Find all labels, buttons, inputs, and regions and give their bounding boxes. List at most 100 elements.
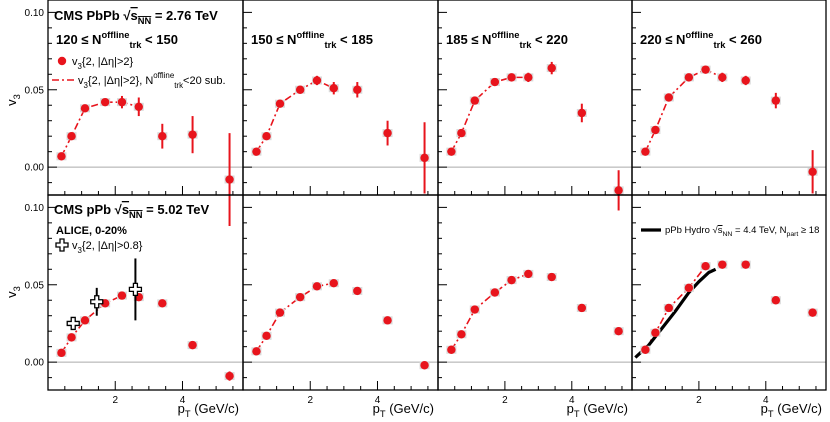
data-point bbox=[446, 345, 457, 354]
marker bbox=[547, 272, 556, 282]
marker bbox=[117, 97, 127, 107]
data-point bbox=[352, 82, 363, 98]
x-axis-title-1: pT (GeV/c) bbox=[178, 401, 239, 419]
data-point bbox=[311, 75, 322, 86]
fit-line bbox=[255, 79, 335, 153]
marker bbox=[457, 330, 466, 339]
data-point bbox=[382, 316, 393, 325]
y-tick-label: 0.05 bbox=[25, 280, 45, 291]
marker bbox=[383, 316, 392, 325]
legend-marker bbox=[57, 56, 67, 66]
y-tick-label: 0.05 bbox=[25, 85, 45, 96]
data-point bbox=[807, 308, 818, 317]
data-point bbox=[770, 296, 781, 305]
panel-bottom-1: 0.00 0.05 0.10 2 4 bbox=[25, 194, 244, 406]
data-point bbox=[295, 85, 306, 94]
data-point bbox=[576, 303, 587, 313]
marker bbox=[262, 131, 271, 141]
data-point bbox=[419, 361, 430, 370]
marker bbox=[57, 348, 66, 358]
data-point bbox=[650, 328, 661, 337]
range-label-top-4: 220 ≤ Nofflinetrk < 260 bbox=[640, 30, 762, 50]
data-point bbox=[224, 371, 235, 381]
marker bbox=[295, 85, 305, 94]
data-point bbox=[489, 77, 500, 87]
marker bbox=[664, 303, 673, 313]
marker bbox=[329, 279, 338, 288]
y-axis-title-top: v3 bbox=[4, 94, 22, 106]
marker bbox=[524, 269, 533, 279]
fit-line bbox=[450, 76, 529, 153]
alice-marker bbox=[128, 282, 143, 297]
panel-frame bbox=[437, 0, 633, 196]
marker bbox=[664, 93, 673, 102]
marker bbox=[80, 104, 90, 113]
data-point bbox=[328, 279, 339, 288]
data-point bbox=[251, 347, 262, 356]
x-axis-title-4: pT (GeV/c) bbox=[761, 401, 822, 419]
marker bbox=[808, 308, 817, 317]
panel-top-3 bbox=[437, 0, 633, 211]
marker bbox=[252, 347, 261, 356]
data-point bbox=[640, 147, 651, 156]
data-point bbox=[261, 331, 272, 341]
data-point bbox=[66, 333, 77, 342]
data-point bbox=[740, 75, 751, 86]
marker bbox=[188, 340, 197, 350]
marker bbox=[701, 65, 710, 74]
data-point bbox=[79, 104, 90, 113]
x-tick-label: 4 bbox=[180, 395, 186, 406]
legend-marker-label: v3{2, |Δη|>2} bbox=[72, 56, 134, 71]
data-point bbox=[133, 97, 144, 117]
data-point bbox=[717, 72, 728, 83]
data-point bbox=[717, 260, 728, 269]
bottom-system-title: CMS pPb √sNN = 5.02 TeV bbox=[54, 202, 209, 220]
data-point bbox=[100, 97, 111, 107]
legend-fit-label: v3{2, |Δη|>2}, Nofflinetrk<20 sub. bbox=[78, 71, 226, 90]
marker bbox=[507, 275, 516, 285]
x-tick-label: 4 bbox=[569, 395, 575, 406]
x-tick-label: 2 bbox=[502, 395, 508, 406]
marker bbox=[67, 333, 76, 342]
marker bbox=[275, 99, 285, 108]
marker bbox=[641, 345, 650, 354]
marker bbox=[420, 361, 429, 370]
data-point bbox=[382, 120, 393, 146]
range-label-top-2: 150 ≤ Nofflinetrk < 185 bbox=[251, 30, 373, 50]
data-point bbox=[187, 116, 198, 154]
marker bbox=[684, 73, 694, 82]
marker bbox=[329, 84, 338, 93]
data-point bbox=[489, 288, 500, 297]
x-tick-label: 2 bbox=[307, 395, 313, 406]
marker bbox=[457, 128, 466, 138]
labels-layer: 120 ≤ Nofflinetrk < 150 150 ≤ Nofflinetrk… bbox=[4, 8, 822, 419]
marker bbox=[57, 152, 66, 161]
alice-point bbox=[90, 287, 104, 316]
data-point bbox=[700, 65, 711, 74]
data-point bbox=[546, 272, 557, 282]
fit-line bbox=[255, 282, 334, 352]
marker bbox=[808, 167, 817, 176]
marker bbox=[353, 85, 362, 94]
data-point bbox=[274, 99, 285, 108]
data-point bbox=[224, 133, 235, 226]
data-point bbox=[683, 283, 694, 293]
alice-marker bbox=[66, 316, 80, 331]
fit-line bbox=[60, 101, 139, 157]
marker bbox=[741, 76, 750, 85]
marker bbox=[771, 296, 781, 305]
x-axis-title-3: pT (GeV/c) bbox=[567, 401, 628, 419]
data-point bbox=[663, 93, 674, 102]
data-point bbox=[613, 326, 624, 336]
data-point bbox=[523, 72, 534, 83]
data-point bbox=[650, 125, 661, 135]
data-point bbox=[546, 61, 557, 75]
marker bbox=[470, 305, 479, 314]
panel-frame bbox=[242, 194, 439, 391]
data-point bbox=[187, 340, 198, 350]
panel-frame bbox=[631, 194, 827, 391]
marker bbox=[225, 371, 234, 381]
y-tick-label: 0.10 bbox=[25, 8, 45, 19]
